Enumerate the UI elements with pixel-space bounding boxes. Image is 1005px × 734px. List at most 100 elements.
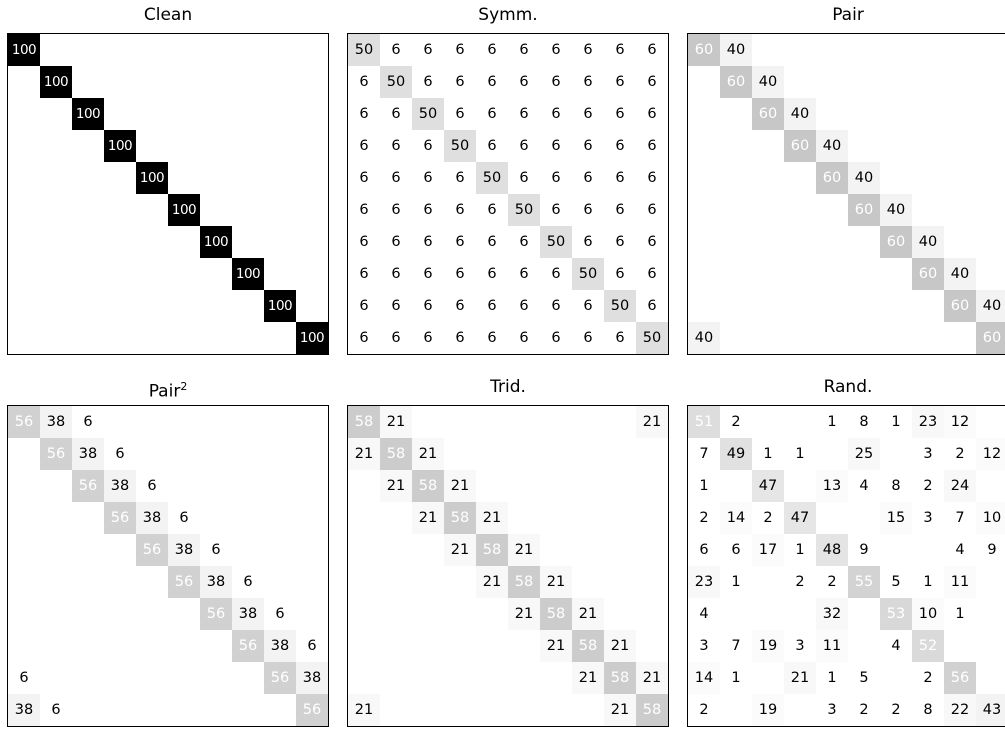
heatmap-cell: 6	[540, 98, 572, 130]
heatmap-cell: 6	[540, 290, 572, 322]
heatmap-cell: 21	[508, 534, 540, 566]
heatmap-cell: 25	[848, 438, 880, 470]
heatmap-cell: 56	[72, 470, 104, 502]
heatmap-cell: 6	[508, 226, 540, 258]
heatmap-grid: 56 38 6 56 38 6 56 38 6 56 38 6 56 38 6 56 38 6 56 38 6 56 38 6…	[7, 405, 329, 727]
heatmap-cell: 6	[540, 194, 572, 226]
heatmap-cell: 100	[168, 194, 200, 226]
heatmap-cell: 15	[880, 502, 912, 534]
heatmap-cell: 58	[572, 630, 604, 662]
heatmap-cell: 56	[168, 566, 200, 598]
heatmap-cell: 21	[784, 662, 816, 694]
heatmap-cell: 56	[8, 406, 40, 438]
heatmap-cell: 2	[944, 438, 976, 470]
heatmap-cell: 6	[572, 130, 604, 162]
heatmap-cell: 52	[912, 630, 944, 662]
heatmap-cell: 6	[444, 34, 476, 66]
heatmap-cell: 17	[752, 534, 784, 566]
heatmap-cell: 6	[540, 258, 572, 290]
heatmap-cell: 21	[476, 502, 508, 534]
heatmap-cell: 40	[720, 34, 752, 66]
heatmap-cell: 38	[40, 406, 72, 438]
heatmap-cell: 100	[264, 290, 296, 322]
heatmap-cell: 6	[72, 406, 104, 438]
heatmap-cell: 21	[444, 534, 476, 566]
heatmap-cell: 2	[784, 566, 816, 598]
heatmap-cell: 1	[944, 598, 976, 630]
heatmap-cell: 6	[636, 290, 668, 322]
panel-title-text: Symm.	[478, 5, 538, 25]
heatmap-cell: 6	[412, 162, 444, 194]
heatmap-cell: 58	[604, 662, 636, 694]
heatmap-cell: 6	[380, 130, 412, 162]
panel-title: Pair2	[7, 375, 329, 402]
heatmap-cell: 6	[232, 566, 264, 598]
heatmap-cell: 6	[348, 130, 380, 162]
heatmap-cell: 11	[816, 630, 848, 662]
heatmap-cell: 9	[976, 534, 1005, 566]
heatmap-cell: 6	[508, 290, 540, 322]
heatmap-cell: 6	[476, 258, 508, 290]
heatmap-cell: 6	[348, 194, 380, 226]
heatmap-cell: 6	[604, 258, 636, 290]
heatmap-cell: 21	[540, 630, 572, 662]
heatmap-cell: 19	[752, 630, 784, 662]
heatmap-cell: 58	[380, 438, 412, 470]
heatmap-cell: 6	[476, 322, 508, 354]
heatmap-cell: 8	[880, 470, 912, 502]
heatmap-cell: 50	[476, 162, 508, 194]
heatmap-cell: 21	[636, 406, 668, 438]
heatmap-cell: 19	[752, 694, 784, 726]
panel-title: Pair	[687, 3, 1005, 27]
heatmap-cell: 55	[848, 566, 880, 598]
heatmap-cell: 6	[444, 66, 476, 98]
heatmap-cell: 21	[572, 662, 604, 694]
heatmap-cell: 6	[348, 226, 380, 258]
heatmap-cell: 6	[540, 130, 572, 162]
heatmap-cell: 1	[688, 470, 720, 502]
heatmap-cell: 6	[40, 694, 72, 726]
heatmap-cell: 60	[880, 226, 912, 258]
heatmap-cell: 100	[200, 226, 232, 258]
heatmap-cell: 2	[912, 662, 944, 694]
heatmap-cell: 6	[508, 98, 540, 130]
heatmap-cell: 38	[104, 470, 136, 502]
heatmap-cell: 6	[572, 194, 604, 226]
heatmap-cell: 56	[296, 694, 328, 726]
heatmap-cell: 6	[444, 98, 476, 130]
heatmap-cell: 2	[816, 566, 848, 598]
heatmap-cell: 21	[476, 566, 508, 598]
heatmap-cell: 56	[136, 534, 168, 566]
heatmap-cell: 56	[264, 662, 296, 694]
heatmap-cell: 50	[412, 98, 444, 130]
heatmap-cell: 6	[604, 226, 636, 258]
heatmap-cell: 6	[572, 290, 604, 322]
panel-title: Rand.	[687, 375, 1005, 399]
heatmap-cell: 12	[976, 438, 1005, 470]
heatmap-cell: 21	[412, 438, 444, 470]
heatmap-cell: 6	[604, 322, 636, 354]
heatmap-cell: 6	[348, 98, 380, 130]
heatmap-cell: 60	[976, 322, 1005, 354]
heatmap-cell: 6	[508, 66, 540, 98]
heatmap-cell: 50	[636, 322, 668, 354]
heatmap-cell: 2	[880, 694, 912, 726]
heatmap-cell: 3	[688, 630, 720, 662]
heatmap-cell: 100	[296, 322, 328, 354]
heatmap-cell: 6	[572, 98, 604, 130]
heatmap-cell: 6	[380, 226, 412, 258]
heatmap-cell: 6	[444, 322, 476, 354]
panel-title-superscript: 2	[180, 380, 188, 393]
heatmap-cell: 60	[848, 194, 880, 226]
heatmap-cell: 13	[816, 470, 848, 502]
heatmap-cell: 3	[912, 502, 944, 534]
heatmap-cell: 7	[720, 630, 752, 662]
heatmap-cell: 6	[572, 322, 604, 354]
heatmap-cell: 6	[444, 162, 476, 194]
heatmap-cell: 6	[444, 290, 476, 322]
heatmap-cell: 50	[380, 66, 412, 98]
heatmap-cell: 3	[816, 694, 848, 726]
heatmap-cell: 23	[688, 566, 720, 598]
heatmap-cell: 47	[752, 470, 784, 502]
heatmap-cell: 56	[232, 630, 264, 662]
